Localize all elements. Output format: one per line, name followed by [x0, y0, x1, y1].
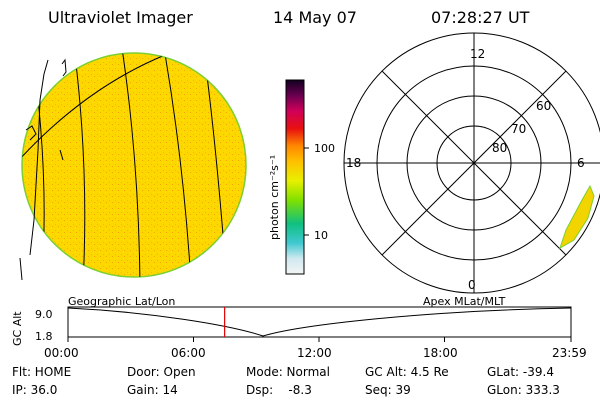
time-tick-0000: 00:00 — [44, 346, 79, 360]
colorbar-tick-100: 100 — [314, 142, 335, 155]
time-tick-1800: 18:00 — [423, 346, 458, 360]
seq-status: Seq: 39 — [365, 383, 411, 397]
gc-alt-status: GC Alt: 4.5 Re — [365, 365, 449, 379]
filter-status: Flt: HOME — [12, 365, 72, 379]
lat-label-70: 70 — [511, 122, 526, 136]
glon-status: GLon: 333.3 — [487, 383, 560, 397]
ip-status: IP: 36.0 — [12, 383, 58, 397]
mlt-label-6: 6 — [577, 156, 585, 170]
altitude-curve — [67, 307, 572, 337]
apex-title: Apex MLat/MLT — [423, 295, 506, 308]
uv-earth-image — [19, 52, 247, 281]
aurora-patch — [559, 184, 595, 250]
dsp-status: Dsp: -8.3 — [246, 383, 312, 397]
time-tick-0600: 06:00 — [171, 346, 206, 360]
geographic-title: Geographic Lat/Lon — [68, 295, 175, 308]
timeline-axis-label: GC Alt — [11, 311, 24, 346]
mlt-label-0: 0 — [468, 278, 476, 292]
lat-label-80: 80 — [492, 141, 507, 155]
lat-label-60: 60 — [536, 99, 551, 113]
polar-mlt-plot — [343, 32, 600, 294]
glat-status: GLat: -39.4 — [487, 365, 554, 379]
polar-labels: 12 18 6 0 60 70 80 — [346, 47, 585, 292]
colorbar-tick-10: 10 — [314, 229, 328, 242]
colorbar-unit-label: photon cm⁻²s⁻¹ — [268, 155, 281, 240]
time-tick-2359: 23:59 — [552, 346, 587, 360]
mlt-label-12: 12 — [470, 47, 485, 61]
timeline-ytick-max: 9.0 — [35, 308, 53, 321]
altitude-timeline: GC Alt 9.0 1.8 Geographic Lat/Lon Apex M… — [11, 295, 587, 360]
mlt-label-18: 18 — [346, 156, 361, 170]
observation-date: 14 May 07 — [273, 8, 357, 27]
intensity-colorbar: 100 10 photon cm⁻²s⁻¹ — [268, 79, 335, 275]
door-status: Door: Open — [127, 365, 196, 379]
mode-status: Mode: Normal — [246, 365, 330, 379]
timeline-ytick-min: 1.8 — [35, 330, 53, 343]
instrument-title: Ultraviolet Imager — [48, 8, 193, 27]
gain-status: Gain: 14 — [127, 383, 178, 397]
time-tick-1200: 12:00 — [297, 346, 332, 360]
observation-time: 07:28:27 UT — [431, 8, 530, 27]
coastline-fragments — [19, 58, 67, 281]
